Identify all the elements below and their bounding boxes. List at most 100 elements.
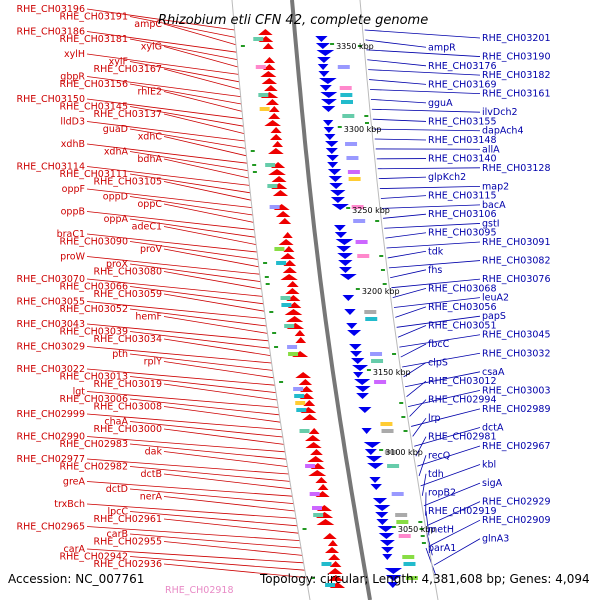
left-leader-line	[129, 83, 242, 105]
right-leader-line	[377, 167, 481, 170]
left-leader-line	[129, 263, 261, 282]
reverse-gene	[335, 239, 354, 245]
right-leader-line	[393, 297, 481, 308]
reverse-gene	[320, 92, 338, 98]
kbp-tick	[337, 126, 342, 128]
left-gene-label: chaA	[104, 417, 128, 428]
feature-stripe	[305, 464, 316, 468]
feature-stripe	[387, 464, 400, 468]
left-gene-label: RHE_CH03156	[60, 79, 129, 90]
left-gene-label: nerA	[140, 492, 163, 503]
right-gene-label: RHE_CH03032	[482, 348, 551, 359]
left-leader-line	[163, 473, 292, 490]
left-leader-line	[163, 68, 241, 90]
left-gene-label: xdhC	[138, 132, 163, 143]
reverse-gene	[321, 106, 336, 112]
right-gene-label: ampR	[428, 42, 456, 53]
right-gene-label: RHE_CH03095	[428, 228, 497, 239]
left-leader-line	[86, 391, 279, 408]
left-gene-label: rhlE2	[138, 87, 162, 98]
feature-stripe	[405, 576, 418, 580]
left-gene-label: dak	[145, 447, 163, 458]
forward-gene	[328, 554, 341, 560]
left-gene-label: pth	[112, 349, 128, 360]
left-leader-line	[86, 413, 282, 430]
left-gene-label: RHE_CH02990	[17, 432, 86, 443]
right-gene-label: glpKch2	[428, 172, 466, 183]
left-leader-line	[129, 353, 273, 371]
gene-labels: RHE_CH03196RHE_CH03191ampCRHE_CH03186RHE…	[17, 4, 551, 570]
right-gene-label: dctA	[482, 422, 504, 433]
forward-gene	[264, 120, 281, 126]
left-gene-label: gbpR	[60, 72, 85, 83]
reverse-gene	[316, 50, 335, 56]
left-gene-label: xylF	[109, 57, 128, 68]
right-leader-line	[420, 464, 481, 487]
left-gene-label: adeC1	[132, 222, 162, 233]
feature-stripe	[281, 303, 292, 307]
right-leader-line	[385, 232, 427, 239]
left-leader-line	[86, 8, 235, 31]
right-gene-label: ilvDch2	[482, 107, 518, 118]
left-leader-line	[129, 106, 244, 127]
forward-gene	[268, 106, 280, 112]
forward-gene	[280, 274, 298, 280]
reverse-gene	[317, 57, 331, 63]
feature-stripe	[255, 65, 266, 69]
feature-stripe	[274, 247, 285, 251]
forward-gene	[300, 386, 314, 392]
forward-gene	[327, 540, 338, 546]
reverse-gene	[346, 323, 358, 329]
forward-gene	[263, 57, 276, 63]
left-gene-label: RHE_CH03029	[17, 342, 86, 353]
left-leader-line	[163, 496, 295, 512]
left-gene-label: RHE_CH03114	[17, 162, 86, 173]
feature-stripe	[259, 107, 270, 111]
left-leader-line	[163, 541, 303, 556]
right-gene-label: sigA	[482, 478, 503, 489]
left-leader-line	[129, 488, 294, 504]
left-leader-line	[86, 188, 252, 208]
feature-stripe	[342, 114, 355, 118]
right-leader-line	[373, 128, 481, 132]
reverse-gene	[326, 155, 339, 161]
right-leader-line	[381, 204, 481, 209]
left-gene-label: trxBch	[54, 499, 85, 510]
reverse-gene	[317, 64, 329, 70]
left-leader-line	[86, 256, 260, 275]
reverse-gene	[338, 260, 353, 266]
forward-gene	[305, 442, 322, 448]
tick-mark	[399, 402, 404, 404]
reverse-gene	[315, 36, 328, 42]
reverse-gene	[322, 120, 334, 126]
left-leader-line	[129, 533, 302, 549]
forward-gene	[303, 400, 316, 406]
reverse-gene	[328, 176, 343, 182]
left-leader-line	[163, 383, 278, 401]
kbp-tick	[346, 207, 351, 209]
forward-gene	[294, 330, 306, 336]
left-gene-label: RHE_CH03070	[17, 274, 86, 285]
forward-gene	[282, 267, 297, 273]
left-leader-line	[86, 121, 245, 142]
left-leader-line	[86, 436, 286, 453]
right-leader-line	[425, 510, 430, 536]
forward-gene	[285, 316, 304, 322]
reverse-gene	[347, 330, 362, 336]
feature-stripe	[398, 534, 411, 538]
right-leader-line	[386, 241, 481, 249]
right-gene-label: RHE_CH02967	[482, 441, 551, 452]
backbone-curve	[290, 0, 372, 600]
reverse-gene	[352, 365, 369, 371]
left-leader-line	[163, 226, 257, 245]
forward-gene	[275, 211, 291, 217]
left-gene-label: rplY	[144, 357, 163, 368]
kbp-label: 3050 kbp	[398, 525, 436, 534]
tick-mark	[364, 122, 369, 124]
right-gene-label: clpS	[428, 358, 448, 369]
reverse-gene	[344, 309, 356, 315]
kbp-label: 3350 kbp	[336, 42, 374, 51]
forward-gene	[282, 232, 293, 238]
inner-ring	[231, 0, 311, 600]
forward-gene	[278, 218, 292, 224]
